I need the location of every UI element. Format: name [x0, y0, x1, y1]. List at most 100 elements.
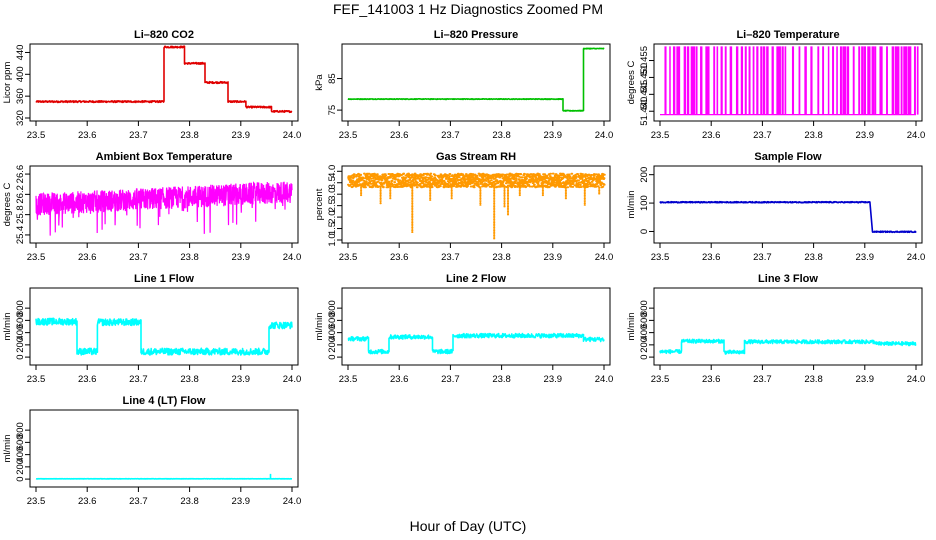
x-tick-label: 23.6	[390, 374, 409, 385]
panel-title: Ambient Box Temperature	[96, 151, 233, 163]
y-tick-label: 0	[327, 354, 338, 359]
y-tick-label: 3.0	[327, 188, 338, 201]
y-tick-label: 200	[639, 337, 650, 353]
y-tick-label: 400	[639, 325, 650, 341]
y-tick-label: 320	[15, 110, 26, 126]
panel-4: Ambient Box Temperature 23.5 23.6 23.7 23.8 2…	[2, 151, 301, 263]
y-tick-label: 200	[15, 459, 26, 475]
y-axis-label: degrees C	[626, 60, 637, 104]
x-tick-label: 23.8	[180, 130, 199, 141]
y-tick-label: 100	[639, 195, 650, 211]
data-series	[35, 181, 293, 236]
panel-title: Line 3 Flow	[758, 273, 818, 285]
data-series	[660, 46, 919, 116]
y-tick-label: 51.440	[639, 97, 650, 126]
x-tick-label: 23.9	[856, 130, 875, 141]
x-tick-label: 24.0	[595, 130, 614, 141]
y-tick-label: 1.5	[327, 222, 338, 235]
plot-frame	[341, 165, 611, 244]
data-series	[347, 332, 605, 355]
x-tick-label: 23.7	[441, 252, 460, 263]
x-tick-label: 23.8	[492, 252, 511, 263]
y-tick-label: 400	[15, 66, 26, 82]
x-tick-label: 23.8	[180, 496, 199, 507]
y-tick-label: 440	[15, 45, 26, 61]
y-axis-label: ml/min	[2, 435, 13, 463]
plot-frame	[653, 43, 923, 122]
x-tick-label: 23.5	[651, 252, 670, 263]
x-tick-label: 23.5	[339, 374, 358, 385]
y-tick-label: 85	[327, 73, 338, 84]
x-tick-label: 24.0	[907, 252, 926, 263]
plot-frame	[341, 287, 611, 366]
y-tick-label: 75	[327, 105, 338, 116]
x-tick-label: 23.9	[544, 252, 563, 263]
data-series	[659, 200, 917, 234]
plot-frame	[29, 287, 299, 366]
y-tick-label: 25.8	[15, 205, 26, 224]
y-tick-label: 0	[639, 229, 650, 234]
x-tick-label: 24.0	[595, 374, 614, 385]
y-axis-label: ml/min	[626, 313, 637, 341]
data-series	[659, 338, 917, 355]
x-tick-label: 24.0	[907, 130, 926, 141]
x-tick-label: 23.5	[651, 130, 670, 141]
series-line	[659, 200, 917, 234]
y-tick-label: 51.455	[639, 46, 650, 75]
x-tick-label: 23.8	[492, 374, 511, 385]
x-tick-label: 23.9	[856, 252, 875, 263]
series-line	[660, 46, 919, 116]
x-tick-label: 24.0	[595, 252, 614, 263]
x-tick-label: 23.6	[390, 252, 409, 263]
figure-title: FEF_141003 1 Hz Diagnostics Zoomed PM	[332, 1, 603, 17]
x-tick-label: 23.9	[232, 252, 251, 263]
x-tick-label: 23.7	[129, 496, 148, 507]
panel-title: Sample Flow	[754, 151, 822, 163]
y-tick-label: 400	[15, 447, 26, 463]
x-tick-label: 24.0	[907, 374, 926, 385]
y-tick-label: 400	[15, 325, 26, 341]
y-tick-label: 51.445	[639, 80, 650, 109]
y-tick-label: 800	[327, 300, 338, 316]
x-tick-label: 23.8	[804, 374, 823, 385]
x-tick-label: 23.6	[78, 496, 97, 507]
y-tick-label: 0	[15, 476, 26, 481]
x-tick-label: 23.9	[232, 130, 251, 141]
x-tick-label: 23.7	[129, 130, 148, 141]
x-tick-label: 23.6	[78, 374, 97, 385]
series-line	[35, 45, 293, 114]
y-tick-label: 600	[15, 434, 26, 450]
y-axis-label: percent	[314, 188, 325, 220]
y-tick-label: 360	[15, 88, 26, 104]
series-dips	[360, 186, 601, 240]
x-tick-label: 23.8	[804, 252, 823, 263]
series-line	[347, 332, 605, 355]
x-tick-label: 23.7	[753, 374, 772, 385]
y-axis-label: ml/min	[314, 313, 325, 341]
panel-title: Li–820 CO2	[134, 29, 194, 41]
panel-1: Li–820 CO2 23.5 23.6 23.7 23.8 23.9 24.0 320 360…	[2, 29, 301, 141]
panel-title: Line 1 Flow	[134, 273, 194, 285]
y-tick-label: 51.450	[639, 63, 650, 92]
x-tick-label: 23.5	[27, 374, 46, 385]
panel-3: Li–820 Temperature 23.5 23.6 23.7 23.8 23.9 24…	[626, 29, 925, 141]
plot-frame	[653, 287, 923, 366]
x-tick-label: 23.6	[702, 252, 721, 263]
y-axis-label: kPa	[314, 74, 325, 91]
y-tick-label: 800	[15, 422, 26, 438]
x-tick-label: 23.9	[544, 374, 563, 385]
x-tick-label: 23.7	[753, 252, 772, 263]
panel-8: Line 2 Flow 23.5 23.6 23.7 23.8 23.9 24.0 02004…	[314, 273, 613, 385]
plot-frame	[341, 43, 611, 122]
data-series	[35, 317, 293, 356]
x-tick-label: 23.7	[129, 252, 148, 263]
x-tick-label: 23.9	[232, 496, 251, 507]
y-tick-label: 200	[639, 167, 650, 183]
panel-title: Gas Stream RH	[436, 151, 516, 163]
data-series	[347, 47, 605, 112]
x-tick-label: 23.9	[544, 130, 563, 141]
plot-frame	[29, 43, 299, 122]
x-tick-label: 23.6	[390, 130, 409, 141]
x-tick-label: 23.5	[339, 130, 358, 141]
